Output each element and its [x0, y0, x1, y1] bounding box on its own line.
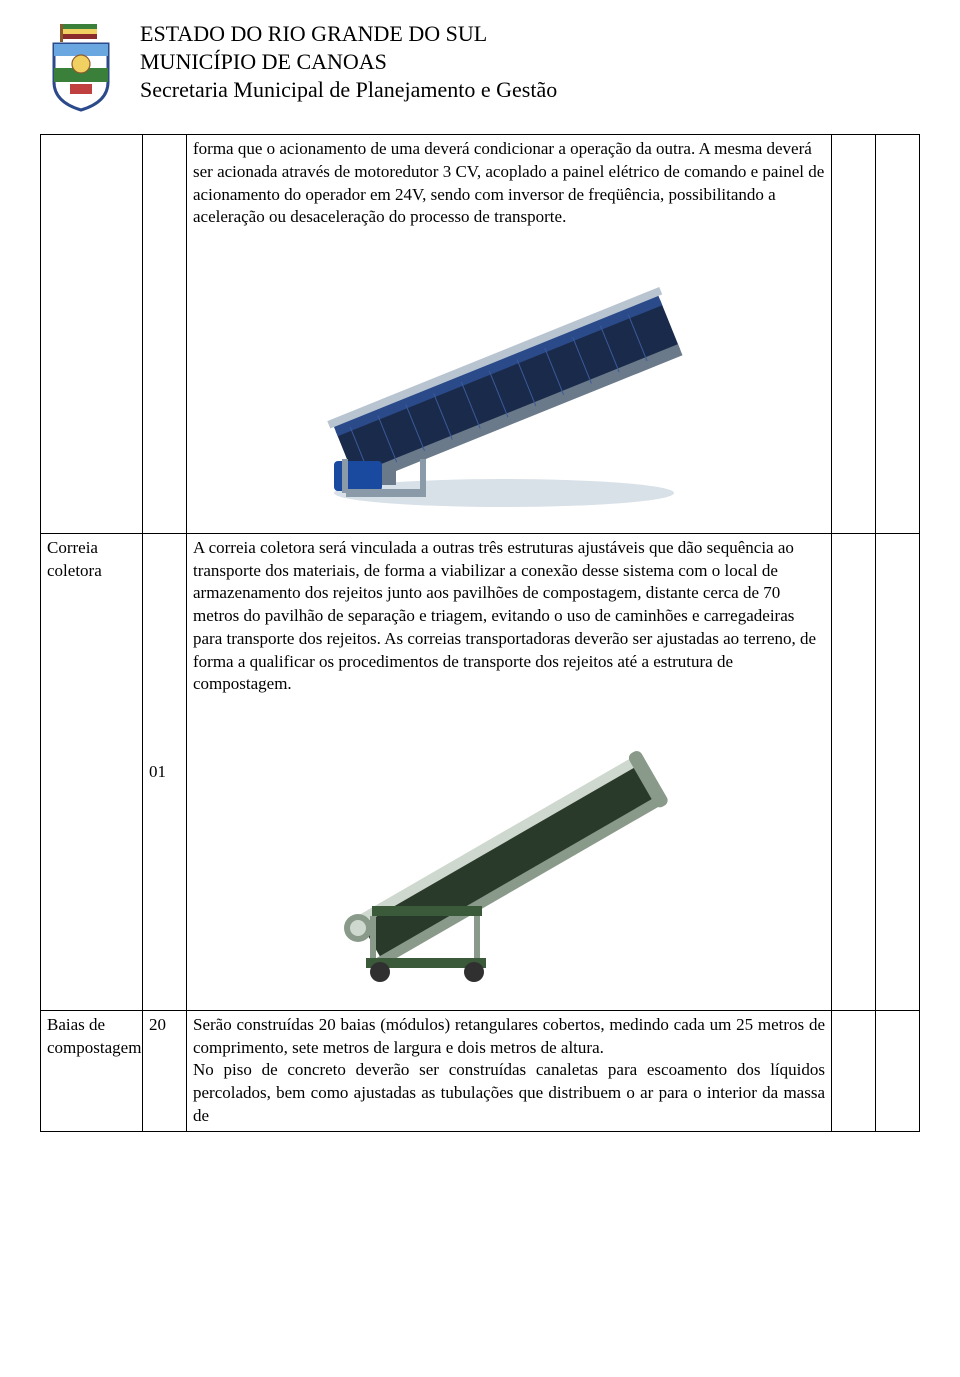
- conveyor-belt-icon: [294, 243, 724, 513]
- header-line-1: ESTADO DO RIO GRANDE DO SUL: [140, 20, 557, 48]
- cell-blank: [876, 533, 920, 1010]
- header-line-3: Secretaria Municipal de Planejamento e G…: [140, 76, 557, 104]
- cell-desc: forma que o acionamento de uma deverá co…: [187, 135, 832, 534]
- municipal-crest-icon: [40, 20, 122, 112]
- desc-text: Serão construídas 20 baias (módulos) ret…: [193, 1014, 825, 1128]
- inclined-conveyor-icon: [314, 710, 704, 990]
- header-text: ESTADO DO RIO GRANDE DO SUL MUNICÍPIO DE…: [140, 20, 557, 104]
- cell-blank: [832, 1010, 876, 1131]
- specifications-table: forma que o acionamento de uma deverá co…: [40, 134, 920, 1132]
- table-row: Correia coletora 01 A correia coletora s…: [41, 533, 920, 1010]
- cell-desc: A correia coletora será vinculada a outr…: [187, 533, 832, 1010]
- cell-qty: 01: [143, 533, 187, 1010]
- cell-blank: [832, 135, 876, 534]
- cell-blank: [876, 135, 920, 534]
- table-row: forma que o acionamento de uma deverá co…: [41, 135, 920, 534]
- desc-text: forma que o acionamento de uma deverá co…: [193, 138, 825, 229]
- document-header: ESTADO DO RIO GRANDE DO SUL MUNICÍPIO DE…: [40, 20, 920, 112]
- cell-qty: 20: [143, 1010, 187, 1131]
- header-line-2: MUNICÍPIO DE CANOAS: [140, 48, 557, 76]
- conveyor-image-2: [193, 696, 825, 1007]
- cell-label: Baias de compostagem: [41, 1010, 143, 1131]
- cell-qty: [143, 135, 187, 534]
- cell-label: [41, 135, 143, 534]
- table-row: Baias de compostagem 20 Serão construída…: [41, 1010, 920, 1131]
- desc-text: A correia coletora será vinculada a outr…: [193, 537, 825, 696]
- cell-desc: Serão construídas 20 baias (módulos) ret…: [187, 1010, 832, 1131]
- cell-label: Correia coletora: [41, 533, 143, 1010]
- conveyor-image-1: [193, 229, 825, 530]
- cell-blank: [876, 1010, 920, 1131]
- qty-value: 01: [149, 762, 166, 781]
- cell-blank: [832, 533, 876, 1010]
